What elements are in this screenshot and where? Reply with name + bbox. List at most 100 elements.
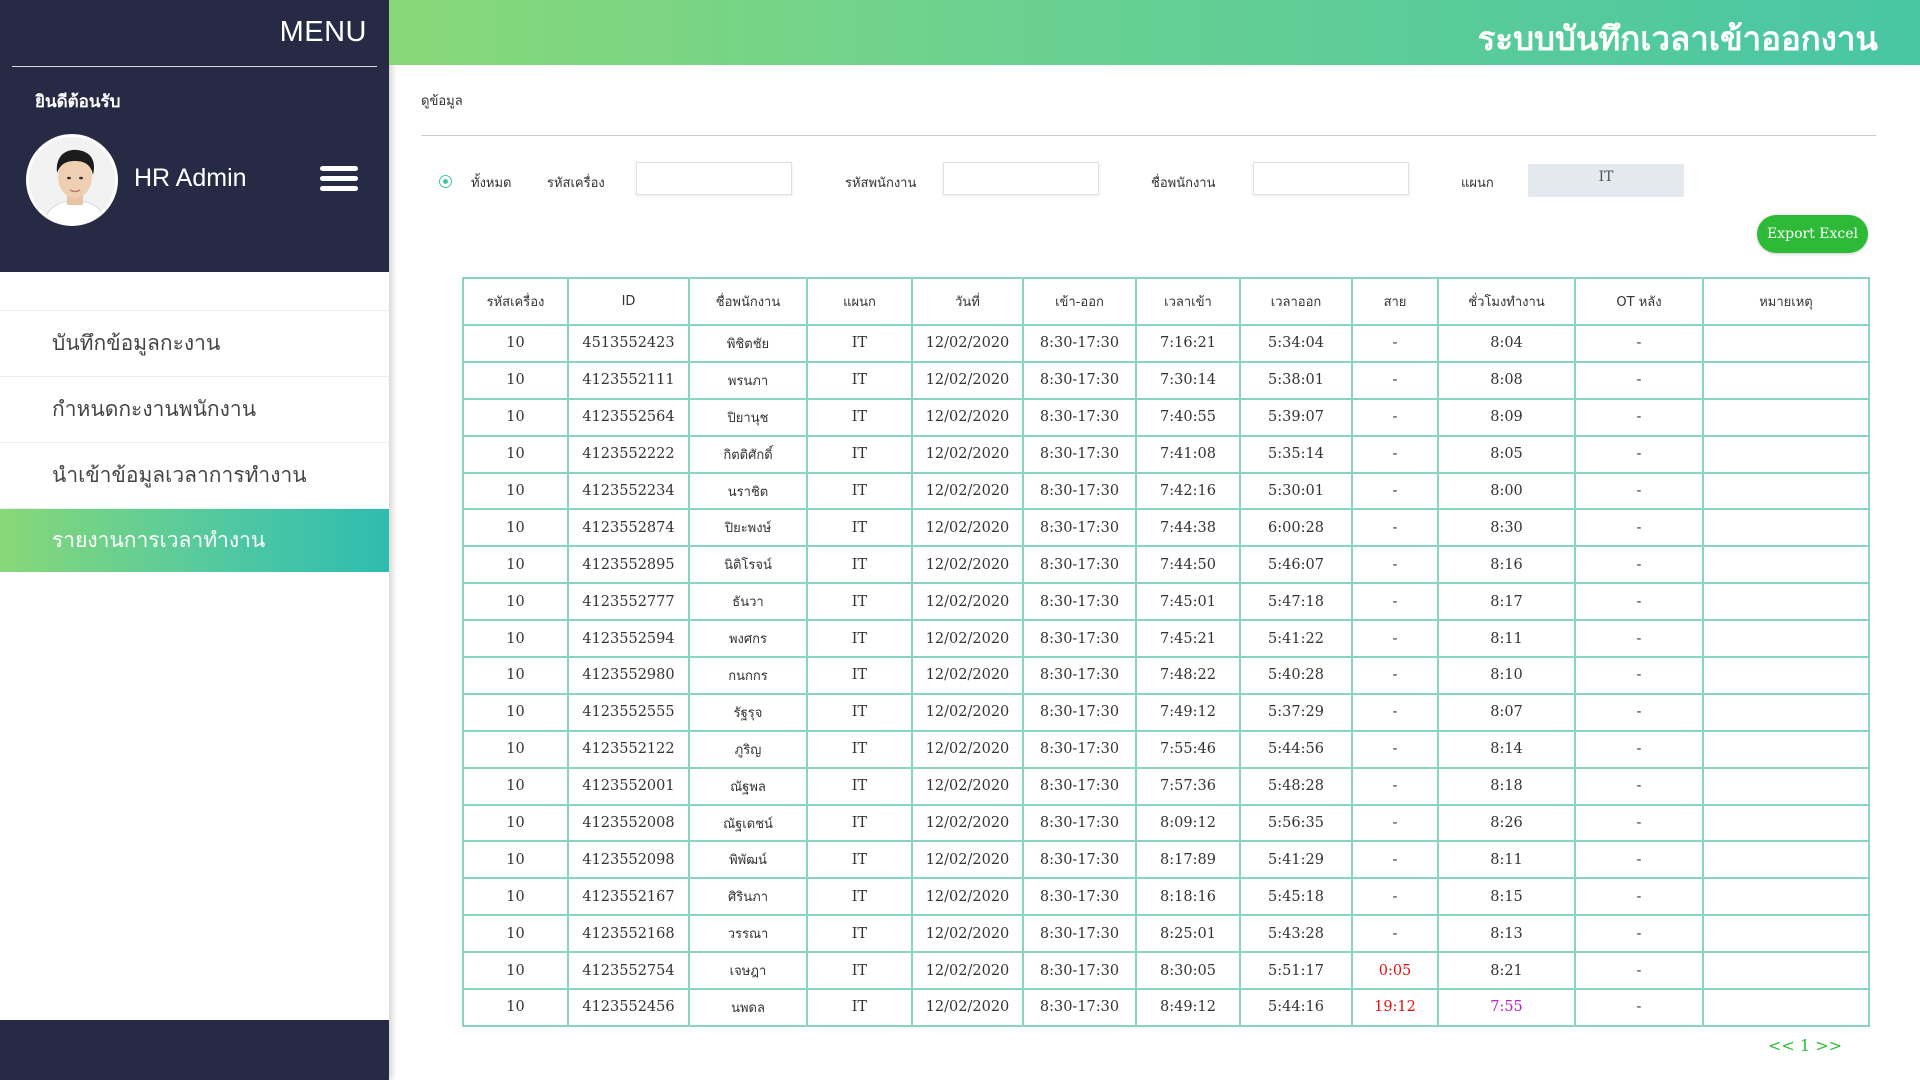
table-cell: 5:43:28 [1239,914,1353,954]
table-cell [1702,360,1870,400]
table-cell: 10 [462,766,569,806]
table-cell: 8:17 [1437,582,1576,622]
table-cell: 12/02/2020 [911,951,1024,991]
table-cell: ศิรินภา [688,877,808,917]
table-cell: 4123552895 [567,545,690,585]
table-cell: 10 [462,840,569,880]
department-label: แผนก [1461,176,1494,191]
table-cell: - [1574,877,1704,917]
table-cell [1702,619,1870,659]
machine-input[interactable] [636,162,792,195]
table-cell: 4123552222 [567,434,690,474]
sidebar-footer [0,1020,389,1080]
table-row[interactable]: 10 4123552980 กนกกร IT 12/02/2020 8:30-17:30 7… [462,656,1870,695]
table-row[interactable]: 10 4123552874 ปิยะพงษ์ IT 12/02/2020 8:30-17:… [462,508,1870,548]
table-cell: IT [806,545,913,585]
header-bar: ระบบบันทึกเวลาเข้าออกงาน [389,0,1920,65]
table-cell: - [1351,656,1439,695]
export-excel-button[interactable]: Export Excel [1757,215,1868,253]
table-row[interactable]: 10 4123552168 วรรณา IT 12/02/2020 8:30-17:30 8… [462,914,1870,954]
table-cell: 4123552564 [567,397,690,437]
sidebar-nav: บันทึกข้อมูลกะงาน กำหนดกะงานพนักงาน นำเข… [0,310,389,572]
hamburger-menu-icon[interactable] [320,166,358,192]
prev-page-button[interactable]: << [1768,1036,1795,1055]
table-cell: 8:26 [1437,803,1576,843]
table-row[interactable]: 10 4123552008 ณัฐเดชน์ IT 12/02/2020 8:30-17:… [462,803,1870,843]
table-cell: 8:30-17:30 [1022,545,1137,585]
table-cell: 8:30-17:30 [1022,840,1137,880]
table-cell: พรนภา [688,360,808,400]
table-cell: 5:44:56 [1239,729,1353,769]
table-row[interactable]: 10 4123552594 พงศกร IT 12/02/2020 8:30-17:30 7… [462,619,1870,659]
page-number[interactable]: 1 [1799,1036,1811,1055]
table-cell: 8:08 [1437,360,1576,400]
table-cell: 8:13 [1437,914,1576,954]
table-cell: 5:41:29 [1239,840,1353,880]
table-cell: 12/02/2020 [911,324,1024,363]
table-cell: 5:41:22 [1239,619,1353,659]
all-radio[interactable] [439,175,452,188]
table-cell: - [1574,840,1704,880]
table-cell: 12/02/2020 [911,988,1024,1027]
table-row[interactable]: 10 4123552564 ปิยานุช IT 12/02/2020 8:30-17:3… [462,397,1870,437]
user-name: HR Admin [134,164,247,192]
sidebar-item-import-time[interactable]: นำเข้าข้อมูลเวลาการทำงาน [0,442,389,508]
table-row[interactable]: 10 4513552423 พิชิตชัย IT 12/02/2020 8:30-17:… [462,324,1870,363]
table-cell: ปิยานุช [688,397,808,437]
table-row[interactable]: 10 4123552555 รัฐรุจ IT 12/02/2020 8:30-17:30… [462,692,1870,732]
table-row[interactable]: 10 4123552754 เจษฎา IT 12/02/2020 8:30-17:30 8… [462,951,1870,991]
table-cell: IT [806,397,913,437]
employee-name-input[interactable] [1253,162,1409,195]
table-cell: - [1351,397,1439,437]
table-cell: 8:30-17:30 [1022,692,1137,732]
table-cell: - [1351,803,1439,843]
table-cell: กิตติศักดิ์ [688,434,808,474]
table-cell [1702,914,1870,954]
next-page-button[interactable]: >> [1815,1036,1842,1055]
table-cell: 8:21 [1437,951,1576,991]
table-cell: พิชิตชัย [688,324,808,363]
table-row[interactable]: 10 4123552234 นราชิต IT 12/02/2020 8:30-17:30… [462,471,1870,511]
table-header-row: รหัสเครื่อง ID ชื่อพนักงาน แผนก วันที่ เข้า-อ… [462,277,1870,326]
table-cell: ณัฐพล [688,766,808,806]
table-cell: รัฐรุจ [688,692,808,732]
table-cell: 5:47:18 [1239,582,1353,622]
table-cell: 8:30-17:30 [1022,360,1137,400]
table-cell: 12/02/2020 [911,914,1024,954]
table-row[interactable]: 10 4123552001 ณัฐพล IT 12/02/2020 8:30-17:30 7… [462,766,1870,806]
sidebar-item-label: นำเข้าข้อมูลเวลาการทำงาน [52,463,307,487]
table-row[interactable]: 10 4123552167 ศิรินภา IT 12/02/2020 8:30-17:3… [462,877,1870,917]
sidebar-item-shift-assign[interactable]: กำหนดกะงานพนักงาน [0,376,389,442]
sidebar-item-label: รายงานการเวลาทำงาน [52,528,266,552]
table-row[interactable]: 10 4123552111 พรนภา IT 12/02/2020 8:30-17:30 7… [462,360,1870,400]
table-cell: 8:30:05 [1135,951,1241,991]
table-row[interactable]: 10 4123552098 พิพัฒน์ IT 12/02/2020 8:30-17:3… [462,840,1870,880]
sidebar-item-shift-record[interactable]: บันทึกข้อมูลกะงาน [0,310,389,376]
table-cell: IT [806,471,913,511]
table-cell: 5:44:16 [1239,988,1353,1027]
table-row[interactable]: 10 4123552895 นิติโรจน์ IT 12/02/2020 8:30-17… [462,545,1870,585]
table-cell: IT [806,729,913,769]
table-cell [1702,656,1870,695]
table-cell [1702,434,1870,474]
table-row[interactable]: 10 4123552122 ภูริญ IT 12/02/2020 8:30-17:30 7… [462,729,1870,769]
table-cell: 8:04 [1437,324,1576,363]
sidebar-item-time-report[interactable]: รายงานการเวลาทำงาน [0,508,389,572]
table-row[interactable]: 10 4123552456 นพดล IT 12/02/2020 8:30-17:30 8:… [462,988,1870,1027]
department-select[interactable]: IT [1528,164,1684,197]
table-cell: 5:34:04 [1239,324,1353,363]
table-row[interactable]: 10 4123552777 ธันวา IT 12/02/2020 8:30-17:30 7… [462,582,1870,622]
table-cell: - [1574,397,1704,437]
table-cell: 10 [462,951,569,991]
table-cell: 8:05 [1437,434,1576,474]
table-cell [1702,988,1870,1027]
table-cell: - [1574,951,1704,991]
table-cell: 7:45:21 [1135,619,1241,659]
table-row[interactable]: 10 4123552222 กิตติศักดิ์ IT 12/02/2020 8:30-… [462,434,1870,474]
table-cell: 10 [462,397,569,437]
table-cell: IT [806,360,913,400]
table-cell: IT [806,508,913,548]
employee-id-input[interactable] [943,162,1099,195]
table-cell: 8:30-17:30 [1022,619,1137,659]
table-cell: 12/02/2020 [911,360,1024,400]
